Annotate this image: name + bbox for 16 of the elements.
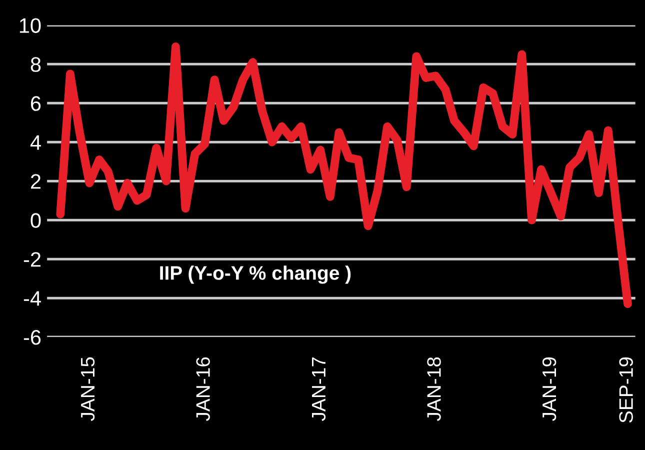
y-tick-label: -4 <box>24 291 41 306</box>
y-tick-label: 6 <box>31 96 41 111</box>
x-tick-label: JAN-15 <box>81 357 95 422</box>
y-tick-label: 4 <box>30 135 41 150</box>
y-tick-label: 2 <box>30 174 40 189</box>
y-tick-label: 10 <box>20 18 41 33</box>
y-tick-label: 0 <box>30 213 41 228</box>
x-tick-label: JAN-19 <box>542 357 556 422</box>
x-tick-label: JAN-17 <box>312 357 326 422</box>
y-tick-label: 8 <box>30 57 41 72</box>
annotation: IIP (Y-o-Y % change ) <box>160 266 351 284</box>
x-tick-label: JAN-18 <box>427 357 441 422</box>
y-tick-label: -6 <box>24 330 41 345</box>
x-tick-label: SEP-19 <box>619 357 633 423</box>
x-tick-label: JAN-16 <box>196 357 210 422</box>
y-tick-label: -2 <box>24 252 40 267</box>
